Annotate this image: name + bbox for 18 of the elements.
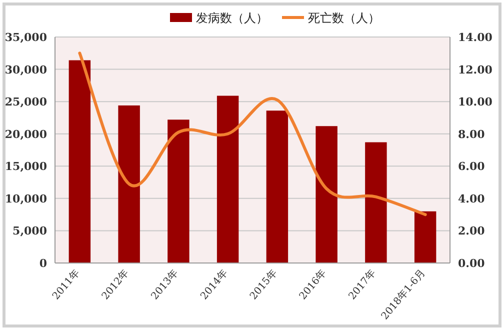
y2-tick-label: 4.00 (458, 192, 486, 206)
legend-label: 发病数（人） (196, 11, 268, 25)
legend-label: 死亡数（人） (308, 11, 380, 25)
y-tick-label: 30,000 (4, 63, 48, 76)
y2-tick-label: 8.00 (458, 128, 486, 141)
y-tick-label: 35,000 (4, 31, 48, 44)
y-tick-label: 5,000 (12, 224, 48, 238)
y-tick-label: 0 (39, 257, 48, 270)
y2-tick-label: 0.00 (458, 257, 486, 270)
y2-tick-label: 6.00 (458, 160, 486, 174)
y2-tick-label: 10.00 (458, 96, 493, 109)
y-tick-label: 10,000 (4, 192, 48, 206)
y2-tick-label: 14.00 (458, 31, 493, 44)
y-tick-label: 20,000 (4, 128, 48, 141)
y-tick-label: 15,000 (4, 160, 48, 174)
y2-tick-label: 2.00 (458, 224, 486, 238)
y-tick-label: 25,000 (4, 96, 48, 109)
y2-tick-label: 12.00 (458, 63, 493, 76)
